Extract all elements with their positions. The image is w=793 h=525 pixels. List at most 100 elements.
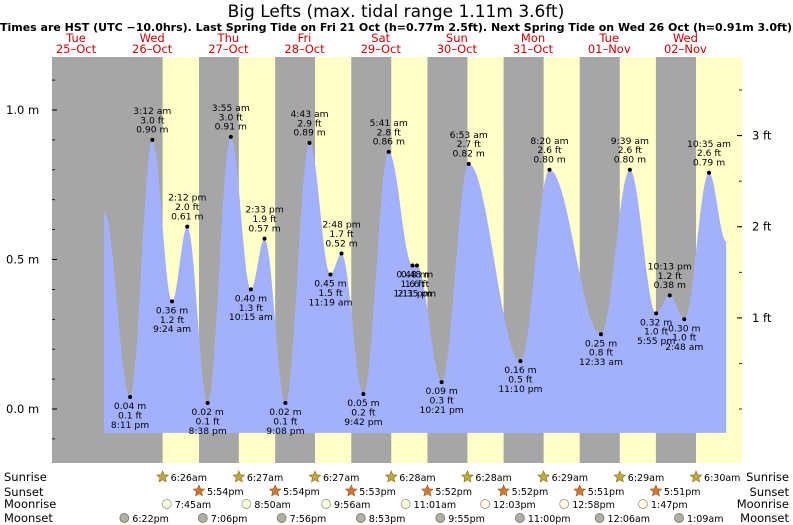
sunrise-time: 6:26am [171,473,207,484]
day-date-label: 29–Oct [361,42,402,56]
y-tick-label-left: 1.0 m [6,103,39,117]
high-tide-label: 3.0 ft [140,115,165,126]
sunrise-icon [613,470,627,483]
high-tide-label: 2:12 pm [168,193,206,204]
sunrise-time: 6:27am [247,473,283,484]
moonrise-icon [321,499,331,509]
moonset-icon [355,513,366,523]
high-tide-label: 1.2 ft [658,271,683,282]
sunrise-icon [308,470,322,483]
high-tide-label: 0.38 m [654,280,686,291]
day-labels: Tue25–OctWed26–OctThu27–OctFri28–OctSat2… [56,31,707,56]
sunrise-icon [384,470,398,483]
moonset-icon [119,513,130,523]
low-tide-label: 1.2 ft [160,315,185,326]
day-date-label: 02–Nov [664,42,707,56]
low-tide-label: 9:24 am [153,324,191,335]
high-tide-label: 0.89 m [293,128,325,139]
y-tick-label-left: 0.5 m [6,253,39,267]
y-tick-label-right: 3 ft [752,129,772,143]
sunset-icon [497,484,511,497]
extreme-point [328,272,333,277]
moonrise-icon [161,499,172,509]
high-tide-label: 2.7 ft [457,139,482,150]
low-tide-label: 0.09 m [425,386,457,397]
day-weekday-label: Fri [298,31,312,45]
high-tide-label: 2.6 ft [537,145,562,156]
low-tide-label: 0.3 ft [430,395,455,406]
extreme-labels: 0.04 m0.1 ft8:11 pm3:12 am3.0 ft0.90 m0.… [111,103,731,437]
low-tide-label: 9:08 pm [266,426,304,437]
moonrise-icon [241,499,252,509]
day-weekday-label: Sun [446,31,468,45]
high-tide-label: 0.86 m [373,137,405,148]
day-weekday-label: Tue [65,31,86,45]
sunset-time: 5:51pm [664,487,701,498]
moonset-icon [197,513,208,523]
low-tide-label: 9:42 pm [344,417,382,428]
extreme-point [518,359,523,364]
high-tide-label: 3:12 am [133,106,171,117]
sunset-time: 5:54pm [283,487,320,498]
low-tide-label: 1.6 ft [400,279,425,290]
moonrise-time: 8:50am [254,500,290,511]
moonset-time: 6:22pm [132,514,169,525]
moonrise-icon [638,499,648,509]
low-tide-label: 0.32 m [640,317,672,328]
low-tide-label: 0.02 m [191,407,223,418]
extreme-point [414,263,419,268]
sunset-time: 5:51pm [588,487,625,498]
low-tide-label: 1.0 ft [644,327,669,338]
moonset-time: 1:09am [687,514,723,525]
plot-area: 0.0 m0.5 m1.0 m1 ft2 ft3 ft0.04 m0.1 ft8… [6,57,772,463]
moonset-time: 12:06am [608,514,650,525]
extreme-point [361,392,366,397]
sunrise-time: 6:29am [552,473,588,484]
extreme-point [410,263,415,268]
extreme-point [170,299,175,304]
low-tide-label: 0.8 ft [589,348,614,359]
moonset-row-label-right: Moonset [740,511,789,525]
moonrise-icon [559,499,570,509]
day-date-label: 28–Oct [284,42,325,56]
sunset-row-label-right: Sunset [750,485,790,499]
sunset-icon [649,484,663,497]
day-date-label: 01–Nov [588,42,631,56]
high-tide-label: 1.9 ft [252,214,277,225]
extreme-point [627,167,632,172]
day-weekday-label: Wed [140,31,165,45]
low-tide-label: 2:48 am [665,342,703,353]
moonrise-time: 9:56am [334,500,370,511]
moonrise-time: 7:45am [175,500,211,511]
low-tide-label: 0.1 ft [273,416,298,427]
day-weekday-label: Mon [521,31,545,45]
sunset-icon [192,484,206,497]
high-tide-label: 0.80 m [614,155,646,166]
high-tide-label: 0.91 m [215,122,247,133]
low-tide-label: 0.25 m [585,338,617,349]
moonset-icon [435,513,446,523]
extreme-point [128,395,133,400]
high-tide-label: 1.7 ft [329,229,354,240]
day-date-label: 30–Oct [437,42,478,56]
high-tide-label: 2.9 ft [297,118,322,129]
high-tide-label: 6:53 am [450,130,488,141]
high-tide-label: 2.0 ft [175,202,200,213]
high-tide-label: 2.6 ft [697,148,722,159]
extreme-point [706,170,711,175]
low-tide-label: 0.45 m [314,278,346,289]
day-date-label: 25–Oct [56,42,97,56]
moonset-row-label-left: Moonset [4,511,53,525]
high-tide-label: 0.82 m [453,149,485,160]
moonrise-icon [480,499,490,509]
low-tide-label: 0.02 m [269,407,301,418]
high-tide-label: 4:43 am [290,109,328,120]
low-tide-label: 0.04 m [114,401,146,412]
extreme-point [667,293,672,298]
sunset-icon [573,484,587,497]
sunrise-row-label-right: Sunrise [746,470,789,484]
moonset-icon [674,513,684,523]
moonset-icon [515,513,525,523]
low-tide-label: 0.5 ft [508,375,533,386]
moonset-time: 9:55pm [448,514,485,525]
